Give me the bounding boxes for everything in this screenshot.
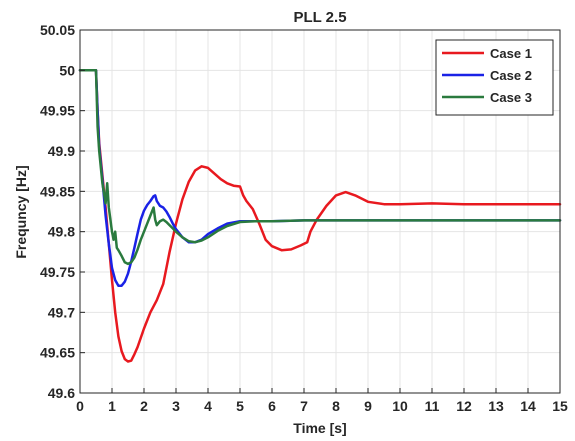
y-tick-label: 50.05	[40, 22, 75, 38]
x-tick-label: 0	[76, 398, 84, 414]
y-tick-label: 49.95	[40, 103, 75, 119]
y-tick-label: 49.65	[40, 345, 75, 361]
x-tick-label: 6	[268, 398, 276, 414]
x-tick-label: 4	[204, 398, 212, 414]
plot-area-frame	[79, 29, 561, 394]
series-line-case-1	[78, 69, 562, 363]
legend: Case 1 Case 2 Case 3	[435, 39, 554, 116]
x-tick-label: 1	[108, 398, 116, 414]
x-tick-label: 14	[520, 398, 536, 414]
x-tick-label: 7	[300, 398, 308, 414]
y-tick-label: 49.7	[48, 304, 75, 320]
x-tick-label: 8	[332, 398, 340, 414]
legend-label: Case 2	[490, 68, 532, 83]
y-tick-label: 50	[59, 62, 75, 78]
legend-label: Case 1	[490, 46, 532, 61]
x-tick-label: 11	[425, 398, 440, 414]
axis-ticks: 0 1 2 3 4 5 6 7 8 9 10 11 12 13 14 1549.649.6549.749.75…	[40, 22, 568, 414]
y-tick-label: 49.85	[40, 183, 75, 199]
y-tick-label: 49.9	[48, 143, 75, 159]
series-lines	[78, 69, 562, 363]
x-tick-label: 3	[172, 398, 180, 414]
x-tick-label: 2	[140, 398, 148, 414]
x-tick-label: 15	[552, 398, 568, 414]
x-tick-label: 10	[392, 398, 408, 414]
x-tick-label: 12	[456, 398, 472, 414]
x-axis-label: Time [s]	[293, 420, 346, 436]
y-tick-label: 49.6	[48, 385, 75, 401]
series-line-case-3	[78, 69, 562, 266]
y-axis-label: Frequncy [Hz]	[13, 165, 29, 258]
legend-label: Case 3	[490, 90, 532, 105]
x-tick-label: 13	[488, 398, 504, 414]
y-tick-label: 49.8	[48, 224, 75, 240]
y-tick-label: 49.75	[40, 264, 75, 280]
x-tick-label: 5	[236, 398, 244, 414]
chart-title: PLL 2.5	[293, 9, 346, 26]
x-tick-label: 9	[364, 398, 372, 414]
